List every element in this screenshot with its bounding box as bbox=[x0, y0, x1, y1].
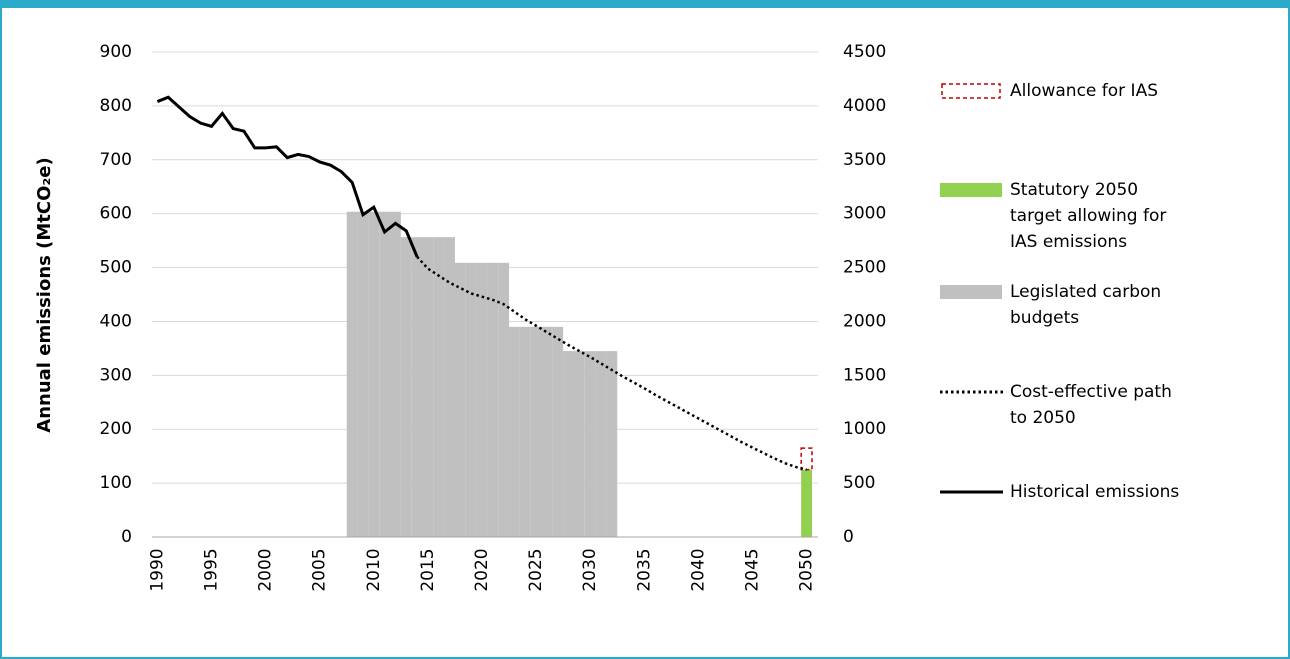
bar bbox=[541, 326, 553, 537]
bar bbox=[509, 326, 520, 537]
bar bbox=[519, 326, 531, 537]
y-tick-label: 100 bbox=[100, 473, 132, 493]
line bbox=[416, 255, 807, 471]
y-tick-label: 600 bbox=[100, 204, 132, 224]
bar bbox=[800, 447, 813, 471]
x-tick-label: 1990 bbox=[147, 548, 167, 591]
legend-line: to 2050 bbox=[1010, 408, 1076, 428]
x-tick-label: 2010 bbox=[364, 548, 384, 591]
y2-tick-label: 500 bbox=[843, 473, 875, 493]
bar bbox=[411, 237, 423, 537]
bar bbox=[606, 351, 618, 537]
x-tick-label: 2025 bbox=[526, 548, 546, 591]
legend-label: Historical emissions bbox=[1010, 482, 1179, 502]
y2-tick-label: 3000 bbox=[843, 204, 886, 224]
legend-line: budgets bbox=[1010, 308, 1079, 328]
x-tick-label: 2020 bbox=[472, 548, 492, 591]
y-tick-label: 400 bbox=[100, 311, 132, 331]
bar bbox=[498, 262, 510, 537]
x-tick-label: 2045 bbox=[742, 548, 762, 591]
x-tick-label: 2030 bbox=[580, 548, 600, 591]
bar bbox=[379, 211, 391, 537]
top-band bbox=[0, 0, 1290, 8]
y2-tick-label: 2000 bbox=[843, 311, 886, 331]
legend-line: Allowance for IAS bbox=[1010, 81, 1158, 101]
y2-tick-label: 1500 bbox=[843, 365, 886, 385]
bar bbox=[573, 351, 585, 537]
legend-line: Statutory 2050 bbox=[1010, 180, 1138, 200]
bar bbox=[563, 351, 574, 537]
legend-label: Statutory 2050 target allowing for IAS emi… bbox=[1010, 180, 1166, 252]
line bbox=[156, 95, 419, 258]
legend-line: Historical emissions bbox=[1010, 482, 1179, 502]
y2-tick-label: 3500 bbox=[843, 150, 886, 170]
x-tick-label: 1995 bbox=[202, 548, 222, 591]
y-tick-label: 800 bbox=[100, 96, 132, 116]
bar bbox=[368, 211, 380, 537]
y2-tick-label: 2500 bbox=[843, 258, 886, 278]
legend-swatch bbox=[940, 183, 1002, 197]
legend-swatch bbox=[941, 83, 1001, 99]
legend-line: Legislated carbon bbox=[1010, 282, 1161, 302]
x-tick-label: 2040 bbox=[688, 548, 708, 591]
x-tick-label: 2005 bbox=[310, 548, 330, 591]
x-tick-label: 2015 bbox=[418, 548, 438, 591]
y-axis-title: Annual emissions (MtCO₂e) bbox=[34, 157, 55, 432]
x-tick-label: 2000 bbox=[256, 548, 276, 591]
legend-label: Legislated carbon budgets bbox=[1010, 282, 1161, 328]
y-tick-label: 200 bbox=[100, 419, 132, 439]
y-tick-label: 500 bbox=[100, 258, 132, 278]
legend-label: Allowance for IAS bbox=[1010, 81, 1158, 101]
legend-line: Cost-effective path bbox=[1010, 382, 1172, 402]
x-tick-label: 2035 bbox=[634, 548, 654, 591]
legend-label: Cost-effective path to 2050 bbox=[1010, 382, 1172, 428]
bar bbox=[476, 262, 488, 537]
bar bbox=[530, 326, 542, 537]
y-tick-label: 300 bbox=[100, 365, 132, 385]
y-tick-label: 700 bbox=[100, 150, 132, 170]
bar bbox=[357, 211, 369, 537]
bar bbox=[487, 262, 499, 537]
y2-tick-label: 0 bbox=[843, 527, 854, 547]
bar bbox=[595, 351, 607, 537]
bar bbox=[801, 469, 812, 537]
x-tick-label: 2050 bbox=[797, 548, 817, 591]
bar bbox=[422, 237, 434, 537]
legend-line: IAS emissions bbox=[1010, 232, 1127, 252]
y2-tick-label: 1000 bbox=[843, 419, 886, 439]
bar bbox=[584, 351, 596, 537]
y2-tick-label: 4500 bbox=[843, 42, 886, 62]
bar bbox=[346, 211, 358, 537]
bar bbox=[400, 237, 412, 537]
legend-swatch bbox=[940, 285, 1002, 299]
bar bbox=[444, 237, 455, 537]
bar bbox=[433, 237, 445, 537]
y-tick-label: 900 bbox=[100, 42, 132, 62]
bar bbox=[390, 211, 401, 537]
y-tick-label: 0 bbox=[121, 527, 132, 547]
legend-line: target allowing for bbox=[1010, 206, 1166, 226]
y2-tick-label: 4000 bbox=[843, 96, 886, 116]
bar bbox=[454, 262, 466, 537]
bar bbox=[465, 262, 477, 537]
bar bbox=[552, 326, 564, 537]
